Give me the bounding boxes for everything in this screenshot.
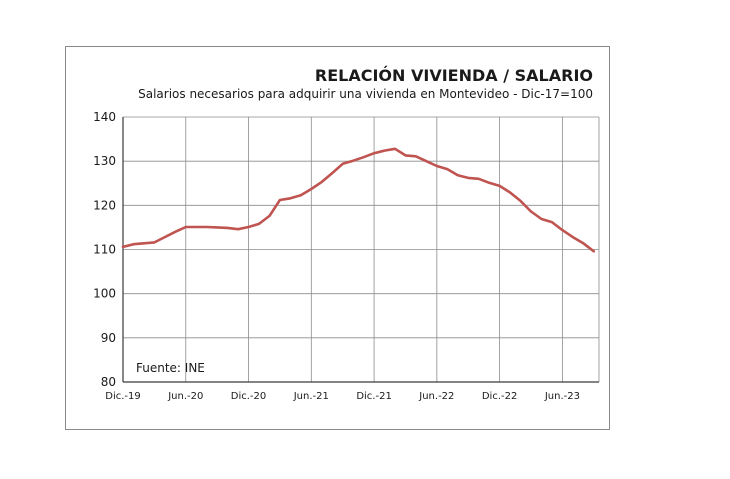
- y-axis-ticks: 80 90 100 110 120 130 140: [93, 110, 116, 389]
- series-layer: [121, 147, 596, 253]
- y-tick-label: 140: [93, 110, 116, 124]
- x-tick-label: Jun.-21: [293, 391, 329, 402]
- y-tick-label: 100: [93, 287, 116, 301]
- x-tick-label: Jun.-20: [167, 391, 203, 402]
- x-tick-label: Jun.-23: [544, 391, 580, 402]
- x-tick-label: Dic.-22: [482, 391, 517, 402]
- y-tick-label: 120: [93, 198, 116, 212]
- gridlines: [123, 116, 600, 382]
- chart-frame: RELACIÓN VIVIENDA / SALARIO Salarios nec…: [65, 46, 610, 430]
- source-note: Fuente: INE: [136, 361, 205, 375]
- chart-subtitle: Salarios necesarios para adquirir una vi…: [138, 87, 593, 101]
- x-tick-label: Dic.-20: [231, 391, 266, 402]
- axes: [122, 117, 599, 383]
- x-tick-label: Jun.-22: [418, 391, 454, 402]
- line-chart: RELACIÓN VIVIENDA / SALARIO Salarios nec…: [93, 66, 600, 402]
- y-tick-label: 90: [101, 331, 116, 345]
- x-axis-ticks: Dic.-19 Jun.-20 Dic.-20 Jun.-21 Dic.-21 Jun.-…: [105, 391, 580, 402]
- series-line-0: [121, 147, 596, 253]
- x-tick-label: Dic.-21: [356, 391, 392, 402]
- y-tick-label: 110: [93, 243, 116, 257]
- y-tick-label: 130: [93, 154, 116, 168]
- x-tick-label: Dic.-19: [105, 391, 141, 402]
- y-tick-label: 80: [101, 375, 116, 389]
- chart-title: RELACIÓN VIVIENDA / SALARIO: [315, 66, 593, 85]
